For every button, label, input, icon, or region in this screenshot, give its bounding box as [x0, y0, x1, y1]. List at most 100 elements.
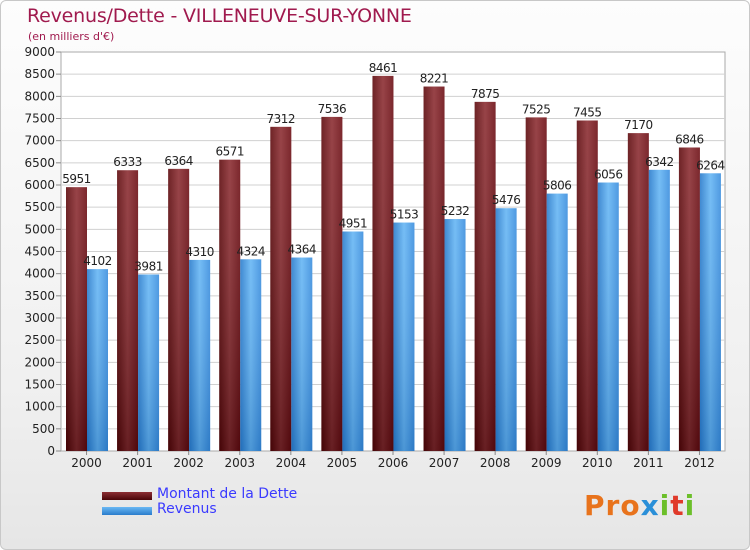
y-tick-label: 7500	[24, 112, 55, 126]
y-axis-ticks: 0 500 1000 1500 2000 2500 3000 3500 4000 4500 5000…	[24, 45, 61, 458]
bar-debt-shade-2004	[270, 126, 292, 452]
y-tick-label: 8500	[24, 67, 55, 81]
bar-debt-shade-2007	[423, 86, 445, 451]
bar-revenue-shade-2001	[138, 274, 160, 451]
bar-revenue-shade-2009	[546, 193, 568, 452]
data-label-revenue: 6056	[594, 168, 623, 182]
data-label-revenue: 4951	[339, 217, 368, 231]
logo-letter: t	[670, 489, 685, 522]
proxiti-logo: Proxiti	[584, 489, 695, 522]
bar-revenue-shade-2006	[393, 222, 415, 451]
logo-letter: i	[684, 489, 696, 522]
bar-debt-shade-2002	[168, 168, 190, 451]
data-label-debt: 5951	[62, 172, 91, 186]
data-label-revenue: 4102	[83, 254, 112, 268]
bar-revenue-shade-2010	[597, 182, 619, 451]
y-tick-label: 8000	[24, 89, 55, 103]
legend-label-debt: Montant de la Dette	[157, 486, 298, 502]
data-label-debt: 8221	[420, 72, 449, 86]
x-tick-label: 2005	[327, 456, 358, 470]
data-label-debt: 7170	[624, 118, 653, 132]
data-label-debt: 7536	[318, 102, 347, 116]
data-label-revenue: 6264	[696, 158, 725, 172]
bar-debt-shade-2008	[474, 101, 496, 451]
legend-swatch-debt	[102, 492, 152, 500]
y-tick-label: 500	[32, 422, 55, 436]
x-tick-label: 2003	[224, 456, 255, 470]
x-tick-label: 2006	[378, 456, 409, 470]
y-tick-label: 2000	[24, 355, 55, 369]
data-label-revenue: 5153	[390, 208, 419, 222]
y-tick-label: 5500	[24, 200, 55, 214]
bar-revenue-shade-2000	[87, 269, 108, 451]
y-tick-label: 6000	[24, 178, 55, 192]
data-label-debt: 8461	[369, 61, 398, 75]
logo-letter: r	[605, 489, 621, 522]
y-tick-label: 4000	[24, 267, 55, 281]
data-label-debt: 6571	[215, 145, 244, 159]
bar-revenue-shade-2011	[648, 169, 670, 451]
legend-label-revenue: Revenus	[157, 501, 217, 517]
logo-letter: P	[584, 489, 606, 522]
y-tick-label: 0	[47, 444, 55, 458]
x-tick-label: 2009	[531, 456, 562, 470]
y-tick-label: 2500	[24, 333, 55, 347]
x-tick-label: 2007	[429, 456, 460, 470]
y-tick-label: 1500	[24, 378, 55, 392]
data-label-debt: 6846	[675, 132, 704, 146]
x-tick-label: 2012	[684, 456, 715, 470]
bar-debt-shade-2003	[219, 159, 241, 451]
data-label-revenue: 4364	[288, 243, 317, 257]
legend-swatch-revenue	[102, 507, 152, 515]
bar-debt-shade-2001	[117, 170, 139, 451]
x-tick-label: 2010	[582, 456, 613, 470]
y-tick-label: 7000	[24, 134, 55, 148]
y-tick-label: 4500	[24, 245, 55, 259]
chart-title: Revenus/Dette - VILLENEUVE-SUR-YONNE	[27, 5, 412, 27]
bar-debt-shade-2005	[321, 116, 343, 452]
data-label-debt: 6364	[164, 154, 193, 168]
bar-debt-shade-2009	[525, 117, 547, 452]
bar-debt-shade-2011	[627, 133, 649, 451]
data-label-debt: 7875	[471, 87, 500, 101]
x-tick-label: 2008	[480, 456, 511, 470]
data-label-revenue: 5806	[543, 179, 572, 193]
bar-revenue-shade-2012	[699, 173, 721, 451]
bars	[66, 75, 721, 452]
data-label-debt: 7525	[522, 102, 551, 116]
x-tick-label: 2000	[71, 456, 102, 470]
data-label-revenue: 4324	[236, 244, 265, 258]
data-label-revenue: 5232	[441, 204, 470, 218]
chart-subtitle: (en milliers d'€)	[28, 30, 115, 43]
bar-revenue-shade-2008	[495, 208, 517, 451]
data-label-revenue: 6342	[645, 155, 674, 169]
y-tick-label: 9000	[24, 45, 55, 59]
bar-revenue-shade-2003	[240, 259, 262, 451]
data-label-revenue: 3981	[134, 260, 163, 274]
data-label-revenue: 4310	[185, 245, 214, 259]
logo-letter: x	[640, 489, 660, 522]
data-label-debt: 6333	[113, 155, 142, 169]
x-tick-label: 2001	[122, 456, 153, 470]
bar-revenue-shade-2005	[342, 231, 364, 451]
bar-debt-shade-2000	[66, 187, 87, 451]
x-tick-label: 2004	[276, 456, 307, 470]
bar-debt-shade-2010	[576, 120, 598, 452]
x-tick-label: 2011	[633, 456, 664, 470]
bar-revenue-shade-2002	[189, 259, 211, 451]
data-labels: 5951 4102 6333 3981 6364 4310 6571 4324 7312 4364…	[62, 61, 725, 274]
y-tick-label: 3000	[24, 311, 55, 325]
bar-debt-shade-2006	[372, 75, 394, 452]
logo-letter: i	[659, 489, 671, 522]
y-tick-label: 1000	[24, 400, 55, 414]
x-tick-label: 2002	[173, 456, 204, 470]
data-label-debt: 7455	[573, 105, 602, 119]
x-axis-ticks: 2000 2001 2002 2003 2004 2005 2006 2007 2008 2009…	[71, 451, 715, 470]
bar-debt-shade-2012	[678, 147, 700, 451]
y-tick-label: 3500	[24, 289, 55, 303]
bar-revenue-shade-2007	[444, 219, 466, 451]
data-label-debt: 7312	[267, 112, 296, 126]
bar-revenue-shade-2004	[291, 257, 313, 451]
